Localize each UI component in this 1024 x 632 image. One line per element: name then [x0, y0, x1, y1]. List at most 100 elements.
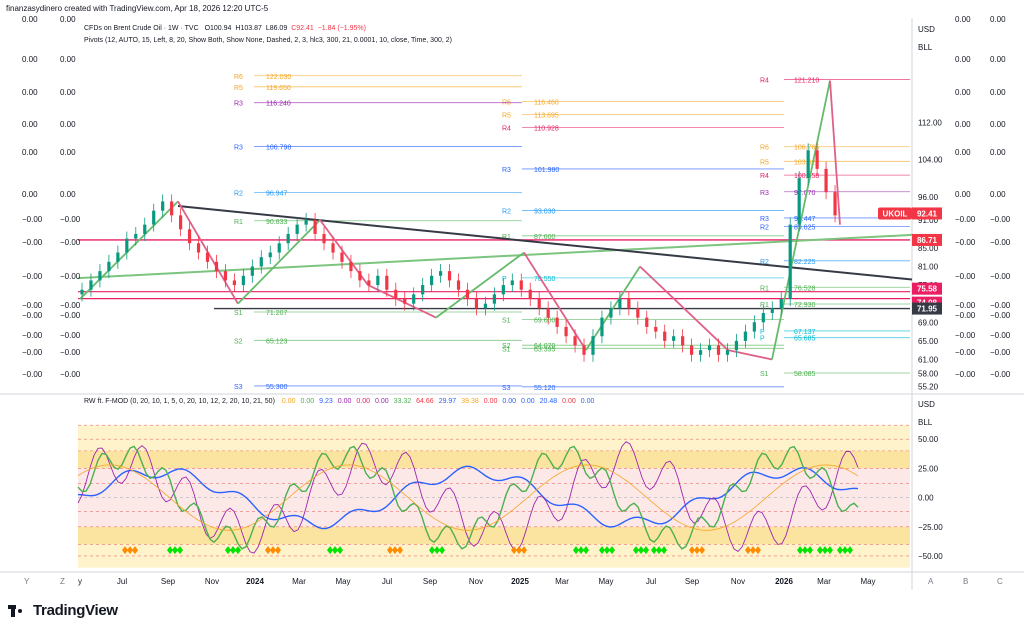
indicator-name: RW ft. F-MOD (0, 20, 10, 1, 5, 0, 20, 10…	[84, 398, 275, 405]
candle-body	[770, 308, 774, 313]
pivot-label: R1	[502, 234, 511, 241]
price-badge	[912, 302, 942, 315]
candle-body	[116, 252, 120, 262]
right-scale-label-2: −0.00	[990, 370, 1011, 379]
candle-body	[259, 257, 263, 267]
pivot-value: 101.980	[534, 167, 559, 174]
symbol-line: CFDs on Brent Crude Oil · 1W · TVC	[84, 25, 199, 32]
right-scale-label: −0.00	[955, 370, 976, 379]
price-badge	[912, 282, 942, 295]
signal-diamond	[699, 546, 705, 555]
candle-body	[501, 285, 505, 295]
left-scale-label-2: −0.00	[60, 311, 81, 320]
candle-body	[788, 224, 792, 300]
pivot-value: 72.930	[794, 302, 816, 309]
candle-body	[125, 238, 129, 253]
pivot-value: 121.210	[794, 78, 819, 85]
price-badge-value: 86.71	[917, 236, 938, 245]
signal-diamond	[599, 546, 605, 555]
time-axis-label: Mar	[292, 577, 306, 586]
osc-line-blue	[77, 465, 859, 530]
signal-diamond	[270, 546, 276, 555]
candle-body	[519, 280, 523, 290]
candle-body	[412, 294, 416, 304]
left-scale-label-2: −0.00	[60, 272, 81, 281]
price-badge-value: 71.95	[917, 305, 938, 314]
pivot-value: 63.395	[534, 346, 556, 353]
time-axis-label: Jul	[117, 577, 127, 586]
symbol-badge-label: UKOIL	[883, 209, 908, 218]
signal-diamond	[516, 546, 522, 555]
left-scale-label-2: −0.00	[60, 331, 81, 340]
symbol-badge	[878, 207, 912, 220]
signal-diamond	[521, 546, 527, 555]
time-axis-label: Sep	[423, 577, 438, 586]
signal-diamond	[750, 546, 756, 555]
axis-letter-a: A	[928, 577, 934, 586]
signal-diamond	[337, 546, 343, 555]
signal-diamond	[694, 546, 700, 555]
candle-body	[223, 271, 228, 281]
left-scale-label-2: 0.00	[60, 148, 76, 157]
left-scale-label: −0.00	[22, 301, 43, 310]
candle-body	[573, 336, 577, 346]
candle-body	[564, 326, 568, 337]
candle-body	[546, 308, 550, 318]
osc-line-green	[77, 445, 859, 550]
indicator-value: 0.00	[337, 398, 352, 405]
candle-body	[232, 280, 236, 286]
pivot-label: R3	[760, 190, 769, 197]
indicator-value: 0.00	[300, 398, 315, 405]
signal-diamond	[511, 546, 517, 555]
right-scale-label: −0.00	[955, 331, 976, 340]
right-scale-label: 0.00	[955, 55, 971, 64]
symbol-legend: CFDs on Brent Crude Oil · 1W · TVC O100.…	[84, 25, 366, 32]
pivot-value: 113.695	[534, 112, 559, 119]
ohlc-high: H103.87	[235, 25, 262, 32]
pivot-value: 106.765	[794, 145, 819, 152]
pivot-value: 58.085	[794, 371, 816, 378]
osc-currency-label: USD	[918, 400, 935, 409]
left-scale-label-2: −0.00	[60, 370, 81, 379]
signal-diamond	[797, 546, 803, 555]
signal-diamond	[327, 546, 333, 555]
signal-diamond	[578, 546, 584, 555]
price-tick-label: 112.00	[918, 118, 942, 127]
right-scale-label-2: 0.00	[990, 190, 1006, 199]
pivot-value: 65.123	[266, 338, 288, 345]
pivot-value: 116.240	[266, 101, 291, 108]
time-axis-label: Mar	[817, 577, 831, 586]
left-scale-label-2: −0.00	[60, 238, 81, 247]
left-scale-label-2: −0.00	[60, 301, 81, 310]
candle-body	[80, 289, 84, 295]
indicator-value: 0.00	[502, 398, 516, 405]
axis-letter-z: Z	[60, 577, 65, 586]
pivot-label: P	[760, 329, 765, 336]
signal-diamond	[434, 546, 440, 555]
candle-body	[322, 233, 326, 244]
tradingview-logo: TradingView	[8, 602, 118, 619]
signal-diamond	[807, 546, 813, 555]
pivot-label: R1	[234, 219, 243, 226]
pivot-value: 55.300	[266, 384, 288, 391]
pivot-value: 82.225	[794, 259, 816, 266]
signal-diamond	[127, 546, 133, 555]
zigzag-segment	[435, 251, 525, 319]
pivot-label: S1	[502, 346, 511, 353]
pivot-label: R5	[234, 85, 243, 92]
signal-diamond	[656, 546, 662, 555]
candle-body	[591, 336, 595, 355]
candle-body	[331, 243, 335, 253]
candle-body	[645, 317, 649, 327]
pivot-label: S1	[234, 310, 243, 317]
zigzag-segment	[367, 284, 437, 319]
pivot-label: R4	[760, 78, 769, 85]
candle-body	[779, 299, 783, 309]
zigzag-segment	[585, 265, 641, 351]
pivot-label: P	[502, 276, 507, 283]
signal-diamond	[842, 546, 848, 555]
pivot-label: R6	[234, 74, 243, 81]
candle-body	[98, 271, 102, 281]
right-scale-label-2: −0.00	[990, 331, 1011, 340]
